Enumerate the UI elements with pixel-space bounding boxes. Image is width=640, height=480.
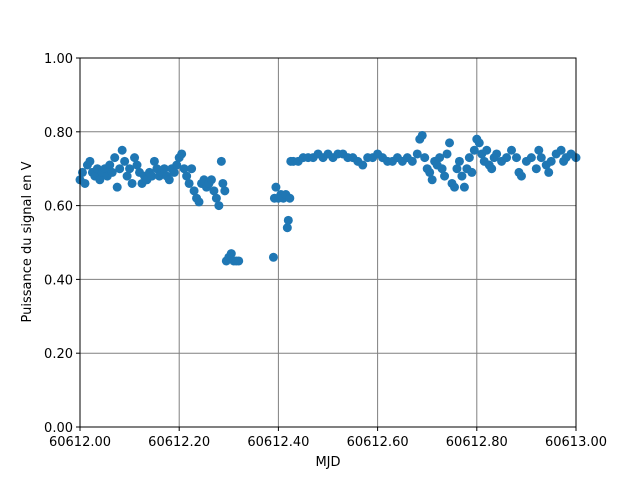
point [147,171,157,181]
point [271,182,281,192]
point [526,153,536,163]
point [77,167,87,177]
point [544,167,554,177]
point [440,171,450,181]
point [459,182,469,192]
point [412,149,422,159]
point [449,182,459,192]
point [206,175,216,185]
point [445,138,455,148]
y-axis-label: Puissance du signal en V [20,161,35,322]
point [179,164,189,174]
point [536,153,546,163]
point [469,145,479,155]
point [457,171,467,181]
point [417,130,427,140]
point [164,175,174,185]
point [187,164,197,174]
point [268,252,278,262]
point [482,145,492,155]
point [407,156,417,166]
point [427,175,437,185]
point [110,153,120,163]
plot-frame [79,57,577,428]
point [172,160,182,170]
point [220,186,230,196]
point [85,156,95,166]
point [283,215,293,225]
point [218,178,228,188]
y-tick-label: 0.80 [44,126,73,141]
point [184,178,194,188]
x-tick-label: 60612.60 [347,435,409,450]
point [194,197,204,207]
point [127,178,137,188]
x-axis-label: MJD [315,455,340,470]
point [226,249,236,259]
point [534,145,544,155]
point [464,153,474,163]
point [435,153,445,163]
point [105,160,115,170]
point [511,153,521,163]
point [117,145,127,155]
point [420,153,430,163]
y-tick-label: 0.40 [44,273,73,288]
point [80,178,90,188]
x-tick-label: 60613.00 [545,435,607,450]
point [216,156,226,166]
point [425,167,435,177]
point [112,182,122,192]
point [437,164,447,174]
point [182,171,192,181]
point [211,193,221,203]
point [214,201,224,211]
point [502,153,512,163]
point [531,164,541,174]
x-tick-label: 60612.40 [247,435,309,450]
point [234,256,244,266]
point [189,186,199,196]
point [209,186,219,196]
point [177,149,187,159]
point [169,167,179,177]
point [107,167,117,177]
point [546,156,556,166]
y-tick-label: 1.00 [44,52,73,67]
point [132,160,142,170]
point [115,164,125,174]
point [516,171,526,181]
point [130,153,140,163]
x-tick-label: 60612.20 [148,435,210,450]
point [556,145,566,155]
y-tick-label: 0.00 [44,421,73,436]
y-tick-label: 0.20 [44,347,73,362]
point [358,160,368,170]
point [159,164,169,174]
point [282,223,292,233]
point [122,171,132,181]
x-tick-label: 60612.80 [446,435,508,450]
y-tick-label: 0.60 [44,200,73,215]
point [452,164,462,174]
point [120,156,130,166]
point [125,164,135,174]
point [149,156,159,166]
x-tick-label: 60612.00 [49,435,111,450]
point [285,193,295,203]
point [487,164,497,174]
point [467,167,477,177]
point [474,138,484,148]
point [492,149,502,159]
point [442,149,452,159]
point [454,156,464,166]
point [95,175,105,185]
point [507,145,517,155]
